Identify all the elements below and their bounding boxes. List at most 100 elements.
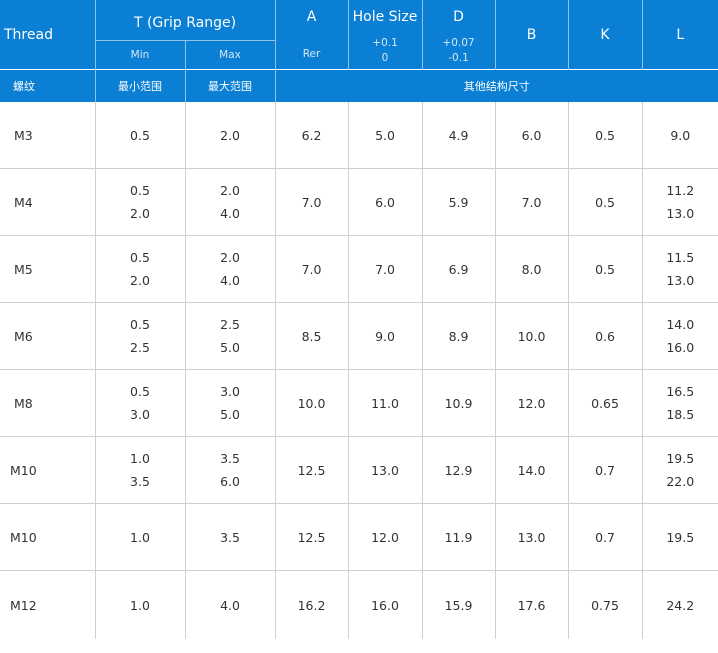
header-cn-min: 最小范围: [94, 69, 185, 102]
l-cell: 14.0 16.0: [641, 302, 718, 370]
k-cell: 0.75: [567, 570, 643, 639]
table-row: M10 1.0 3.5 3.5 6.0 12.5 13.0 12.9 14.0 0.7 19.5 22…: [0, 436, 718, 504]
l-cell: 19.5: [641, 503, 718, 571]
cell-value: 0.5: [130, 183, 150, 198]
header-d-tol-plus: +0.07: [442, 36, 475, 49]
header-cn-thread: 螺纹: [0, 69, 95, 102]
header-hole-tol-minus: 0: [381, 51, 389, 64]
cell-value: 2.0: [220, 127, 240, 143]
header-l: L: [641, 0, 718, 70]
hole-size-cell: 16.0: [347, 570, 423, 639]
grip-max-cell: 2.0 4.0: [184, 168, 276, 236]
cell-value: 18.5: [666, 407, 695, 422]
cell-value: 2.0: [130, 273, 150, 288]
spec-table: Thread T (Grip Range) A Rer Hole Size +0.1…: [0, 0, 718, 639]
k-cell: 0.6: [567, 302, 643, 370]
thread-cell: M6: [0, 302, 95, 370]
thread-cell: M5: [0, 235, 95, 303]
hole-size-cell: 12.0: [347, 503, 423, 571]
cell-value: 3.0: [130, 407, 150, 422]
grip-min-cell: 0.5: [94, 102, 185, 169]
header-d-tol-minus: -0.1: [448, 51, 469, 64]
cell-value: 2.0: [220, 250, 240, 265]
grip-max-cell: 2.0: [184, 102, 276, 169]
l-cell: 24.2: [641, 570, 718, 639]
cell-value: 14.0: [666, 317, 695, 332]
cell-value: 3.5: [220, 451, 240, 466]
header-row-sub: Min Max: [0, 40, 718, 70]
table-row: M6 0.5 2.5 2.5 5.0 8.5 9.0 8.9 10.0 0.6 14.0 16.0: [0, 302, 718, 370]
grip-max-cell: 3.5: [184, 503, 276, 571]
b-cell: 8.0: [494, 235, 569, 303]
b-cell: 12.0: [494, 369, 569, 437]
a-cell: 7.0: [274, 168, 349, 236]
cell-value: 1.0: [130, 451, 150, 466]
header-hole-tol-plus: +0.1: [372, 36, 398, 49]
a-cell: 16.2: [274, 570, 349, 639]
k-cell: 0.65: [567, 369, 643, 437]
d-cell: 10.9: [421, 369, 496, 437]
grip-min-cell: 1.0: [94, 503, 185, 571]
cell-value: 13.0: [666, 206, 695, 221]
grip-max-cell: 3.0 5.0: [184, 369, 276, 437]
a-cell: 6.2: [274, 102, 349, 169]
cell-value: 2.0: [220, 183, 240, 198]
b-cell: 6.0: [494, 102, 569, 169]
a-cell: 12.5: [274, 436, 349, 504]
l-cell: 16.5 18.5: [641, 369, 718, 437]
cell-value: 22.0: [666, 474, 695, 489]
cell-value: 0.5: [130, 127, 150, 143]
thread-cell: M10: [0, 503, 95, 571]
table-row: M4 0.5 2.0 2.0 4.0 7.0 6.0 5.9 7.0 0.5 11.2 13.0: [0, 168, 718, 236]
cell-value: 2.5: [220, 317, 240, 332]
b-cell: 17.6: [494, 570, 569, 639]
grip-min-cell: 0.5 2.5: [94, 302, 185, 370]
cell-value: 4.0: [220, 273, 240, 288]
b-cell: 7.0: [494, 168, 569, 236]
header-hole-size-label: Hole Size: [352, 8, 418, 25]
grip-min-cell: 1.0: [94, 570, 185, 639]
cell-value: 24.2: [666, 597, 695, 613]
cell-value: 11.2: [666, 183, 695, 198]
hole-size-cell: 5.0: [347, 102, 423, 169]
cell-value: 0.5: [130, 317, 150, 332]
cell-value: 9.0: [670, 127, 691, 143]
header-cn-max: 最大范围: [184, 69, 276, 102]
header-a: A Rer: [274, 0, 349, 70]
d-cell: 4.9: [421, 102, 496, 169]
header-grip-max: Max: [184, 40, 276, 70]
table-row: M3 0.5 2.0 6.2 5.0 4.9 6.0 0.5 9.0: [0, 102, 718, 169]
thread-cell: M12: [10, 597, 37, 613]
cell-value: 4.0: [220, 597, 240, 613]
header-a-sub: Rer: [302, 48, 321, 60]
hole-size-cell: 11.0: [347, 369, 423, 437]
d-cell: 5.9: [421, 168, 496, 236]
cell-value: 11.5: [666, 250, 695, 265]
grip-min-cell: 0.5 2.0: [94, 235, 185, 303]
header-grip-min: Min: [94, 40, 185, 70]
cell-value: 13.0: [666, 273, 695, 288]
b-cell: 10.0: [494, 302, 569, 370]
table-body: M3 0.5 2.0 6.2 5.0 4.9 6.0 0.5 9.0 M4 0.5 2.0 2.0 4.0…: [0, 102, 718, 639]
grip-max-cell: 2.0 4.0: [184, 235, 276, 303]
table-row: M10 1.0 3.5 12.5 12.0 11.9 13.0 0.7 19.5: [0, 503, 718, 571]
header-d-label: D: [453, 8, 464, 25]
header-cn-other: 其他结构尺寸: [274, 69, 718, 102]
cell-value: 16.0: [666, 340, 695, 355]
k-cell: 0.7: [567, 503, 643, 571]
d-cell: 15.9: [421, 570, 496, 639]
cell-value: 0.5: [130, 250, 150, 265]
cell-value: 2.0: [130, 206, 150, 221]
d-cell: 8.9: [421, 302, 496, 370]
hole-size-cell: 6.0: [347, 168, 423, 236]
hole-size-cell: 7.0: [347, 235, 423, 303]
cell-value: 19.5: [666, 529, 695, 545]
grip-max-cell: 2.5 5.0: [184, 302, 276, 370]
a-cell: 8.5: [274, 302, 349, 370]
cell-value: 16.5: [666, 384, 695, 399]
cell-value: 3.0: [220, 384, 240, 399]
grip-min-cell: 0.5 2.0: [94, 168, 185, 236]
cell-value: 3.5: [130, 474, 150, 489]
header-hole-size: Hole Size +0.1 0: [347, 0, 423, 70]
l-cell: 19.5 22.0: [641, 436, 718, 504]
